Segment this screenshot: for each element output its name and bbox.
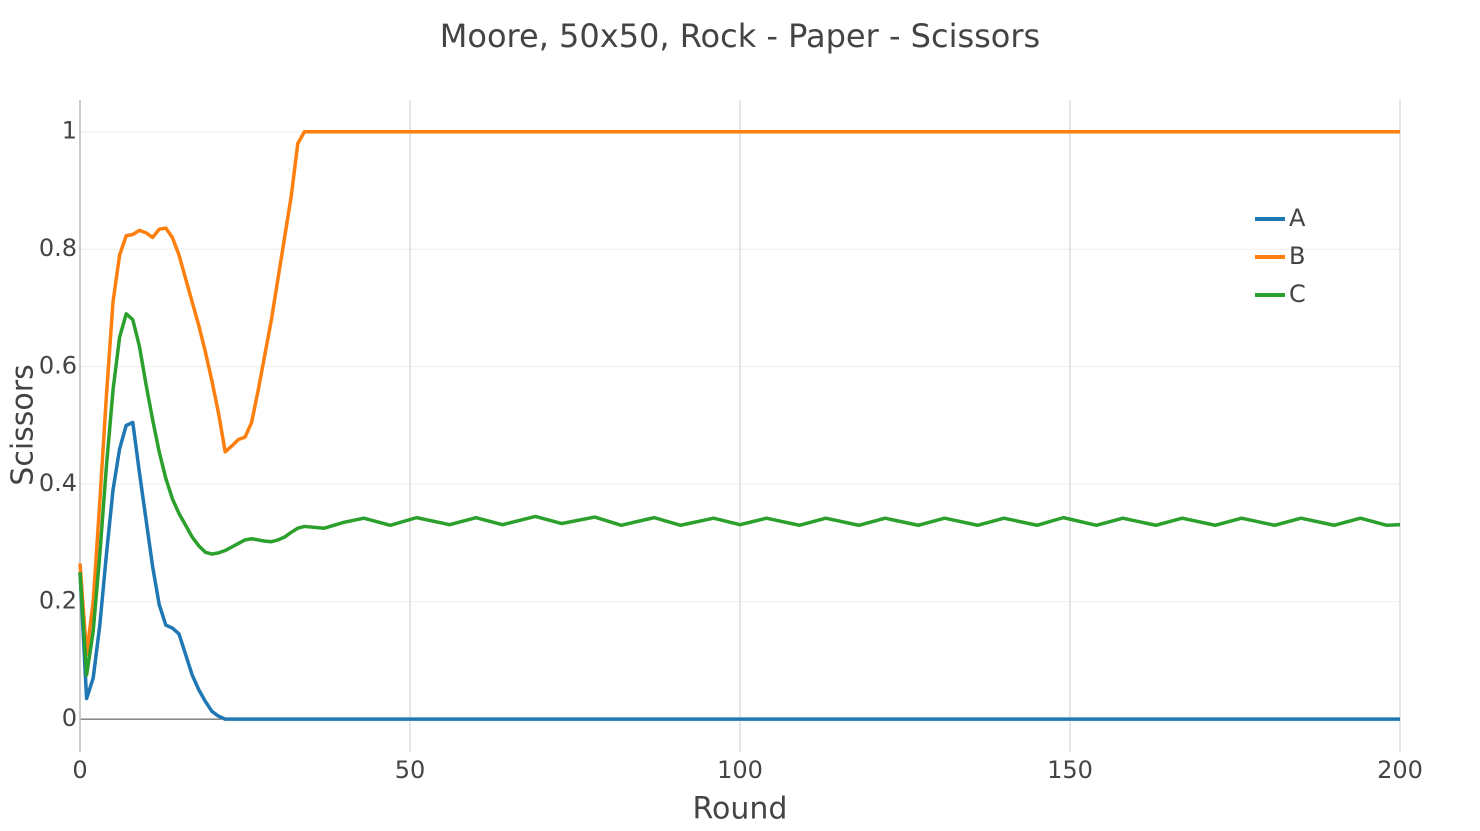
y-tick-label: 0.6 [39,352,77,380]
y-tick-label: 0.8 [39,234,77,262]
x-axis-title: Round [693,792,788,827]
chart-title: Moore, 50x50, Rock - Paper - Scissors [440,17,1040,55]
legend-label: A [1289,204,1306,232]
y-tick-label: 0.4 [39,469,77,497]
series-line [78,420,1400,721]
y-axis-title: Scissors [6,364,41,485]
series-line [78,129,1400,657]
legend-label: C [1289,280,1306,308]
x-tick-label: 50 [395,756,426,784]
x-tick-label: 200 [1377,756,1423,784]
x-tick-label: 150 [1047,756,1093,784]
legend-label: B [1289,242,1305,270]
y-tick-label: 0.2 [39,587,77,615]
x-tick-label: 0 [72,756,87,784]
y-tick-label: 1 [62,117,77,145]
x-tick-label: 100 [717,756,763,784]
y-tick-label: 0 [62,704,77,732]
series-line [78,312,1401,677]
